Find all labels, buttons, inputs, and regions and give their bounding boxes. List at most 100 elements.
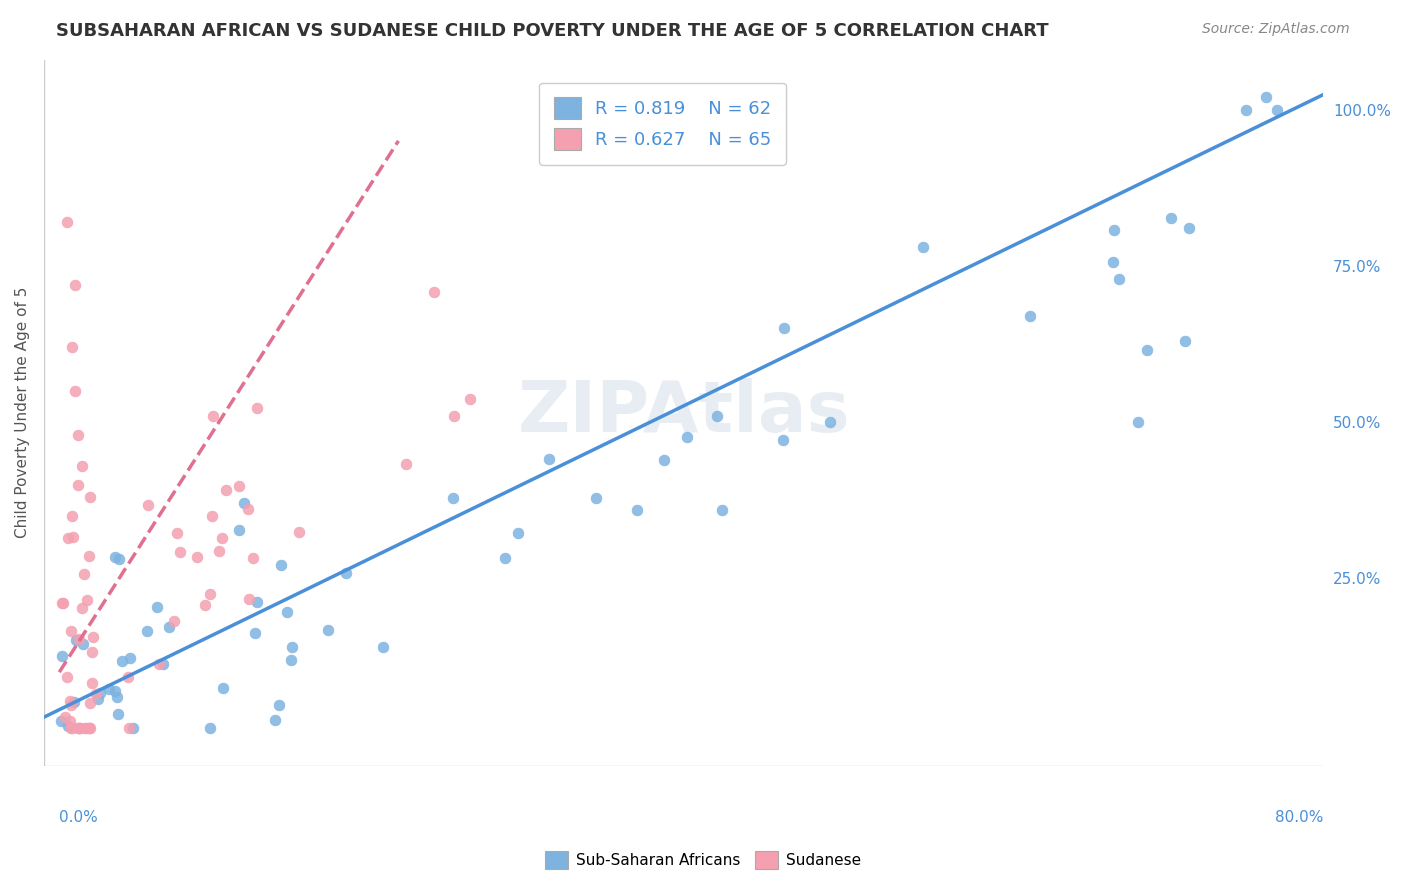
Point bbox=[207, 544, 229, 558]
Point bbox=[236, 501, 259, 516]
Point bbox=[1173, 334, 1195, 348]
Point bbox=[73, 567, 96, 582]
Point bbox=[198, 722, 221, 736]
Point bbox=[215, 483, 238, 497]
Point bbox=[136, 498, 159, 512]
Point bbox=[56, 719, 79, 733]
Point bbox=[67, 632, 90, 646]
Point bbox=[1101, 254, 1123, 268]
Point bbox=[70, 601, 93, 615]
Point bbox=[316, 623, 339, 637]
Point bbox=[49, 714, 72, 728]
Point bbox=[1265, 103, 1288, 117]
Point bbox=[66, 427, 89, 442]
Point bbox=[676, 430, 699, 444]
Point bbox=[163, 614, 186, 628]
Point bbox=[169, 545, 191, 559]
Point bbox=[281, 640, 304, 654]
Point bbox=[146, 600, 169, 615]
Point bbox=[652, 452, 675, 467]
Point bbox=[65, 633, 87, 648]
Point bbox=[537, 452, 560, 467]
Point bbox=[911, 240, 934, 254]
Point bbox=[202, 409, 225, 424]
Point bbox=[186, 549, 208, 564]
Point bbox=[1108, 272, 1130, 286]
Point bbox=[79, 549, 101, 563]
Point bbox=[79, 722, 101, 736]
Point bbox=[233, 496, 256, 510]
Point bbox=[157, 620, 180, 634]
Point bbox=[264, 714, 287, 728]
Point bbox=[79, 696, 101, 710]
Point bbox=[107, 706, 129, 721]
Point bbox=[1128, 415, 1150, 429]
Point bbox=[441, 491, 464, 505]
Point bbox=[51, 649, 73, 664]
Point bbox=[108, 552, 131, 566]
Point bbox=[56, 215, 79, 229]
Point bbox=[72, 637, 94, 651]
Point bbox=[82, 630, 104, 644]
Point bbox=[423, 285, 446, 299]
Point bbox=[198, 587, 221, 601]
Point bbox=[66, 722, 89, 736]
Point bbox=[335, 566, 357, 581]
Text: 80.0%: 80.0% bbox=[1275, 810, 1323, 825]
Y-axis label: Child Poverty Under the Age of 5: Child Poverty Under the Age of 5 bbox=[15, 287, 30, 539]
Point bbox=[460, 392, 482, 406]
Point bbox=[585, 491, 607, 505]
Point bbox=[818, 415, 841, 429]
Point bbox=[772, 433, 794, 447]
Point bbox=[121, 722, 143, 736]
Text: Source: ZipAtlas.com: Source: ZipAtlas.com bbox=[1202, 22, 1350, 37]
Point bbox=[270, 558, 292, 573]
Legend: R = 0.819    N = 62, R = 0.627    N = 65: R = 0.819 N = 62, R = 0.627 N = 65 bbox=[538, 83, 786, 165]
Point bbox=[59, 722, 82, 736]
Point bbox=[84, 687, 107, 701]
Point bbox=[1234, 103, 1257, 117]
Point bbox=[706, 409, 728, 423]
Point bbox=[77, 722, 100, 736]
Point bbox=[228, 479, 250, 493]
Point bbox=[1177, 220, 1199, 235]
Legend: Sub-Saharan Africans, Sudanese: Sub-Saharan Africans, Sudanese bbox=[538, 845, 868, 875]
Point bbox=[60, 722, 83, 736]
Point bbox=[494, 550, 516, 565]
Point bbox=[89, 686, 111, 700]
Point bbox=[1136, 343, 1159, 357]
Point bbox=[1254, 90, 1277, 104]
Point bbox=[772, 321, 794, 335]
Point bbox=[288, 524, 311, 539]
Point bbox=[97, 681, 120, 696]
Point bbox=[52, 597, 75, 611]
Point bbox=[104, 684, 127, 698]
Point bbox=[63, 384, 86, 398]
Point bbox=[75, 722, 97, 736]
Point bbox=[60, 340, 83, 354]
Point bbox=[443, 409, 465, 424]
Point bbox=[117, 670, 139, 684]
Point bbox=[56, 531, 79, 545]
Point bbox=[211, 681, 233, 695]
Point bbox=[166, 526, 188, 541]
Point bbox=[111, 654, 134, 668]
Point bbox=[118, 722, 141, 736]
Point bbox=[76, 593, 98, 607]
Point bbox=[80, 676, 103, 690]
Text: SUBSAHARAN AFRICAN VS SUDANESE CHILD POVERTY UNDER THE AGE OF 5 CORRELATION CHAR: SUBSAHARAN AFRICAN VS SUDANESE CHILD POV… bbox=[56, 22, 1049, 40]
Point bbox=[276, 605, 298, 619]
Point bbox=[243, 626, 266, 640]
Point bbox=[82, 645, 104, 659]
Point bbox=[59, 694, 82, 708]
Point bbox=[79, 722, 101, 736]
Point bbox=[79, 490, 101, 504]
Point bbox=[246, 595, 269, 609]
Point bbox=[120, 651, 142, 665]
Point bbox=[69, 722, 91, 736]
Point bbox=[1160, 211, 1182, 226]
Point bbox=[59, 714, 82, 728]
Point bbox=[136, 624, 159, 639]
Point bbox=[51, 596, 73, 610]
Point bbox=[66, 477, 89, 491]
